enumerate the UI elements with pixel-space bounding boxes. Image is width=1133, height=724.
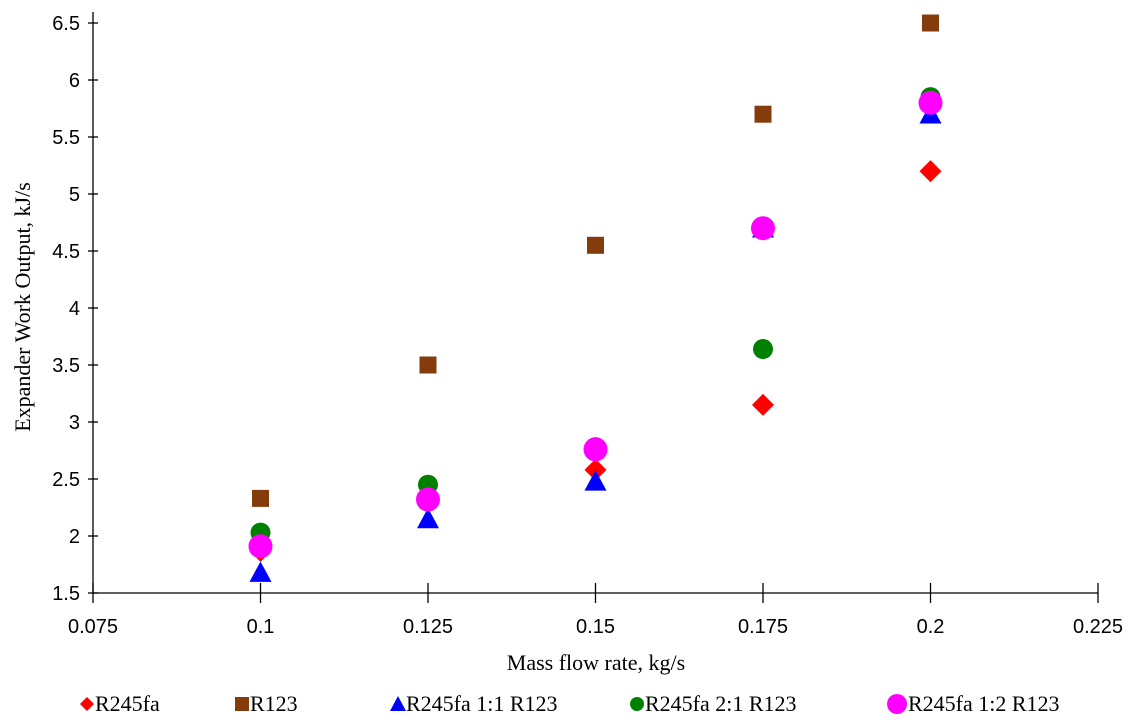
legend-marker xyxy=(887,694,907,714)
data-point xyxy=(248,534,273,559)
legend-marker xyxy=(630,697,644,711)
y-tick-label: 2.5 xyxy=(52,469,80,491)
x-tick-label: 0.175 xyxy=(738,616,788,638)
x-tick-label: 0.125 xyxy=(403,616,453,638)
y-tick-label: 3.5 xyxy=(52,355,80,377)
series-r245fa-1-2-r123 xyxy=(248,90,943,559)
y-tick-label: 5 xyxy=(69,184,80,206)
data-point xyxy=(587,236,604,254)
series-r123 xyxy=(252,14,939,507)
data-point xyxy=(417,507,439,529)
legend-label: R245fa xyxy=(95,691,160,716)
y-tick-label: 4 xyxy=(69,298,80,320)
data-point xyxy=(584,470,607,491)
legend-item: R245fa 2:1 R123 xyxy=(630,691,797,716)
x-tick-label: 0.225 xyxy=(1073,616,1123,638)
legend-item: R245fa xyxy=(80,691,160,716)
y-axis-title: Expander Work Output, kJ/s xyxy=(10,182,35,432)
data-point xyxy=(919,160,942,183)
data-point xyxy=(918,90,943,115)
axes xyxy=(88,12,1099,603)
y-tick-label: 4.5 xyxy=(52,241,80,263)
y-tick-label: 5.5 xyxy=(52,127,80,149)
x-axis-title: Mass flow rate, kg/s xyxy=(507,650,685,675)
legend-label: R245fa 2:1 R123 xyxy=(645,691,797,716)
data-point xyxy=(584,458,607,481)
legend-marker xyxy=(235,697,249,711)
y-tick-label: 2 xyxy=(69,526,80,548)
data-point xyxy=(922,14,939,32)
legend-label: R123 xyxy=(250,691,298,716)
x-tick-label: 0.15 xyxy=(576,616,615,638)
legend-label: R245fa 1:1 R123 xyxy=(406,691,558,716)
legend-marker xyxy=(80,697,94,711)
legend-item: R245fa 1:1 R123 xyxy=(390,691,558,716)
data-point xyxy=(754,105,772,123)
y-tick-label: 6.5 xyxy=(52,13,80,35)
data-point xyxy=(753,339,773,360)
legend-marker xyxy=(390,696,406,711)
x-tick-label: 0.2 xyxy=(917,616,945,638)
legend-item: R245fa 1:2 R123 xyxy=(887,691,1060,716)
y-tick-label: 6 xyxy=(69,70,80,92)
series-r245fa-1-1-r123 xyxy=(249,103,942,582)
legend-label: R245fa 1:2 R123 xyxy=(908,691,1060,716)
data-point xyxy=(583,437,608,462)
data-point xyxy=(249,561,272,582)
x-tick-label: 0.075 xyxy=(68,616,118,638)
data-point xyxy=(752,393,774,416)
y-tick-label: 3 xyxy=(69,412,80,434)
series-r245fa xyxy=(249,160,942,562)
legend: R245fa R123 R245fa 1:1 R123 R245fa 2:1 R123… xyxy=(80,691,1060,716)
data-point xyxy=(751,216,775,241)
x-tick-label: 0.1 xyxy=(247,616,275,638)
data-point xyxy=(419,356,437,374)
y-tick-label: 1.5 xyxy=(52,583,80,605)
legend-item: R123 xyxy=(235,691,298,716)
data-point xyxy=(252,489,269,507)
data-points xyxy=(248,14,943,582)
data-point xyxy=(416,487,440,512)
tick-labels: 0.075 0.1 0.125 0.15 0.175 0.2 0.225 1.5 2 2.5 3 3.… xyxy=(52,13,1123,638)
